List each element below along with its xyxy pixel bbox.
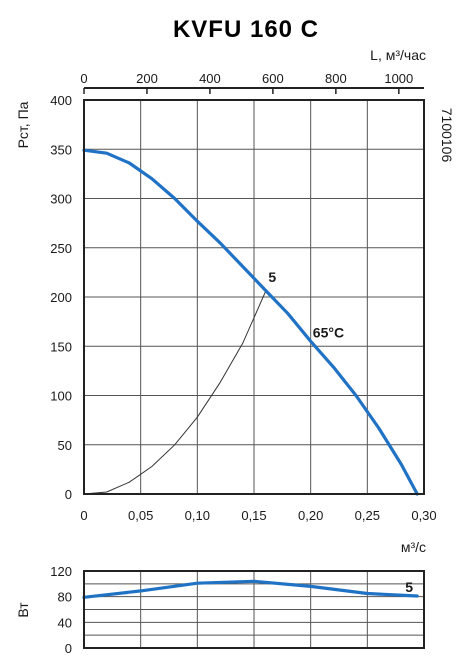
- y-tick-label: 250: [50, 241, 72, 256]
- y-tick-label: 100: [50, 389, 72, 404]
- main-plot-frame: [83, 99, 425, 495]
- x-axis-label: м³/с: [401, 539, 426, 555]
- power-y-tick-label: 40: [58, 615, 72, 630]
- power-y-tick-label: 80: [58, 590, 72, 605]
- top-axis-tick-label: 800: [325, 71, 347, 86]
- x-tick-label: 0,25: [355, 508, 380, 523]
- y-axis-label: Рст, Па: [15, 101, 31, 148]
- system-curve-label: 5: [268, 269, 276, 285]
- x-tick-label: 0,10: [185, 508, 210, 523]
- y-tick-label: 350: [50, 142, 72, 157]
- y-tick-label: 300: [50, 192, 72, 207]
- x-tick-label: 0,30: [411, 508, 436, 523]
- x-tick-label: 0,05: [128, 508, 153, 523]
- model-code: 7100106: [439, 108, 455, 163]
- y-tick-label: 0: [65, 487, 72, 502]
- chart-title: KVFU 160 C: [173, 16, 319, 43]
- x-tick-label: 0,20: [298, 508, 323, 523]
- top-axis-tick-label: 0: [80, 71, 87, 86]
- fan-curve-label: 65°С: [313, 324, 344, 340]
- power-curve-line: [82, 579, 419, 599]
- top-axis-tick-label: 1000: [384, 71, 413, 86]
- power-curve-label: 5: [405, 579, 413, 595]
- y-tick-label: 400: [50, 93, 72, 108]
- x-tick-label: 0: [80, 508, 87, 523]
- power-y-tick-label: 120: [50, 564, 72, 579]
- system-curve-line: [83, 291, 266, 495]
- y-tick-label: 150: [50, 339, 72, 354]
- power-y-tick-label: 0: [65, 641, 72, 656]
- top-axis-tick-label: 600: [262, 71, 284, 86]
- top-axis-tick-label: 400: [199, 71, 221, 86]
- y-tick-label: 200: [50, 290, 72, 305]
- top-axis-tick-label: 200: [136, 71, 158, 86]
- top-axis-label: L, м³/час: [370, 47, 426, 63]
- y-tick-label: 50: [58, 438, 72, 453]
- fan-curve-line: [82, 148, 419, 496]
- power-plot-frame: [83, 570, 425, 649]
- power-axis-label: Вт: [15, 602, 31, 618]
- x-tick-label: 0,15: [241, 508, 266, 523]
